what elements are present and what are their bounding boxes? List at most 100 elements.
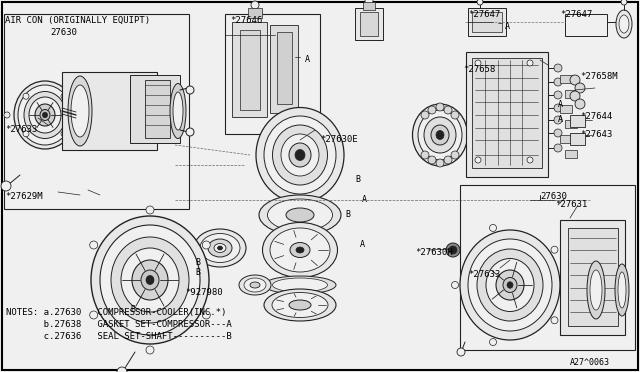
Ellipse shape <box>451 151 459 159</box>
Bar <box>565 150 577 158</box>
Ellipse shape <box>1 181 11 191</box>
Ellipse shape <box>587 261 605 319</box>
Ellipse shape <box>100 225 200 335</box>
Ellipse shape <box>194 229 246 267</box>
Text: *27647: *27647 <box>560 10 592 19</box>
Bar <box>468 8 506 36</box>
Ellipse shape <box>40 109 50 121</box>
Bar <box>568 228 618 326</box>
Ellipse shape <box>264 276 336 294</box>
Ellipse shape <box>413 104 467 166</box>
Ellipse shape <box>436 159 444 167</box>
Ellipse shape <box>490 224 497 231</box>
Text: B: B <box>355 175 360 184</box>
Ellipse shape <box>200 234 240 263</box>
Bar <box>560 75 572 83</box>
Text: *27630H: *27630H <box>415 248 452 257</box>
Bar <box>492 125 507 145</box>
Ellipse shape <box>256 108 344 202</box>
Ellipse shape <box>621 0 627 5</box>
Ellipse shape <box>4 112 10 118</box>
Ellipse shape <box>202 241 211 249</box>
Ellipse shape <box>365 0 373 5</box>
Bar <box>565 90 577 98</box>
Text: *27646: *27646 <box>230 16 262 25</box>
Ellipse shape <box>431 125 449 145</box>
Text: *27658: *27658 <box>463 65 495 74</box>
Bar <box>130 75 180 143</box>
Bar <box>277 32 292 104</box>
Ellipse shape <box>444 156 452 164</box>
Ellipse shape <box>146 276 154 285</box>
Ellipse shape <box>421 151 429 159</box>
Ellipse shape <box>554 129 562 137</box>
Ellipse shape <box>202 311 211 319</box>
Ellipse shape <box>295 150 305 160</box>
Ellipse shape <box>570 75 580 85</box>
Ellipse shape <box>268 199 333 231</box>
Ellipse shape <box>68 76 92 146</box>
Text: B: B <box>130 305 135 314</box>
Ellipse shape <box>186 128 194 136</box>
Ellipse shape <box>281 134 319 176</box>
Ellipse shape <box>71 85 89 137</box>
Text: A: A <box>305 55 310 64</box>
Ellipse shape <box>264 289 336 321</box>
Ellipse shape <box>468 239 552 331</box>
Ellipse shape <box>436 131 444 140</box>
Ellipse shape <box>259 195 341 235</box>
Bar <box>460 185 635 350</box>
Ellipse shape <box>289 300 311 310</box>
Ellipse shape <box>264 116 336 194</box>
Bar <box>240 30 260 110</box>
Text: *27658M: *27658M <box>580 72 618 81</box>
Bar <box>560 135 572 143</box>
Bar <box>570 133 585 145</box>
Ellipse shape <box>424 117 456 153</box>
Text: *27630E: *27630E <box>320 135 358 144</box>
Text: A: A <box>362 195 367 204</box>
Ellipse shape <box>91 216 209 344</box>
Ellipse shape <box>554 116 562 124</box>
Text: B: B <box>195 268 200 277</box>
Text: B: B <box>195 258 200 267</box>
Ellipse shape <box>444 106 452 114</box>
Text: A27^0063: A27^0063 <box>570 358 610 367</box>
Ellipse shape <box>554 91 562 99</box>
Ellipse shape <box>141 270 159 290</box>
Ellipse shape <box>490 339 497 346</box>
Text: *927980: *927980 <box>185 288 223 297</box>
Bar <box>570 115 585 127</box>
Ellipse shape <box>18 85 72 145</box>
Ellipse shape <box>61 93 67 99</box>
Ellipse shape <box>290 243 310 257</box>
Text: *27629M: *27629M <box>5 192 43 201</box>
Text: *27647: *27647 <box>468 10 500 19</box>
Ellipse shape <box>173 92 183 130</box>
Ellipse shape <box>451 282 458 289</box>
Bar <box>145 80 170 138</box>
Ellipse shape <box>61 131 67 137</box>
Text: b.27638   GASKET SET-COMPRESSOR---A: b.27638 GASKET SET-COMPRESSOR---A <box>6 320 232 329</box>
Ellipse shape <box>146 346 154 354</box>
Text: A: A <box>360 240 365 249</box>
Ellipse shape <box>250 282 260 288</box>
Ellipse shape <box>42 112 47 118</box>
Ellipse shape <box>418 110 462 160</box>
Ellipse shape <box>590 270 602 310</box>
Ellipse shape <box>486 259 534 311</box>
Bar <box>225 14 320 134</box>
Ellipse shape <box>554 104 562 112</box>
Ellipse shape <box>460 230 560 340</box>
Ellipse shape <box>477 249 543 321</box>
Bar <box>62 72 157 150</box>
Ellipse shape <box>457 348 465 356</box>
Text: *27633: *27633 <box>468 270 500 279</box>
Ellipse shape <box>575 99 585 109</box>
Ellipse shape <box>551 246 558 253</box>
Ellipse shape <box>90 241 98 249</box>
Ellipse shape <box>503 278 517 292</box>
Text: *27643: *27643 <box>580 130 612 139</box>
Ellipse shape <box>186 86 194 94</box>
Bar <box>270 25 298 113</box>
